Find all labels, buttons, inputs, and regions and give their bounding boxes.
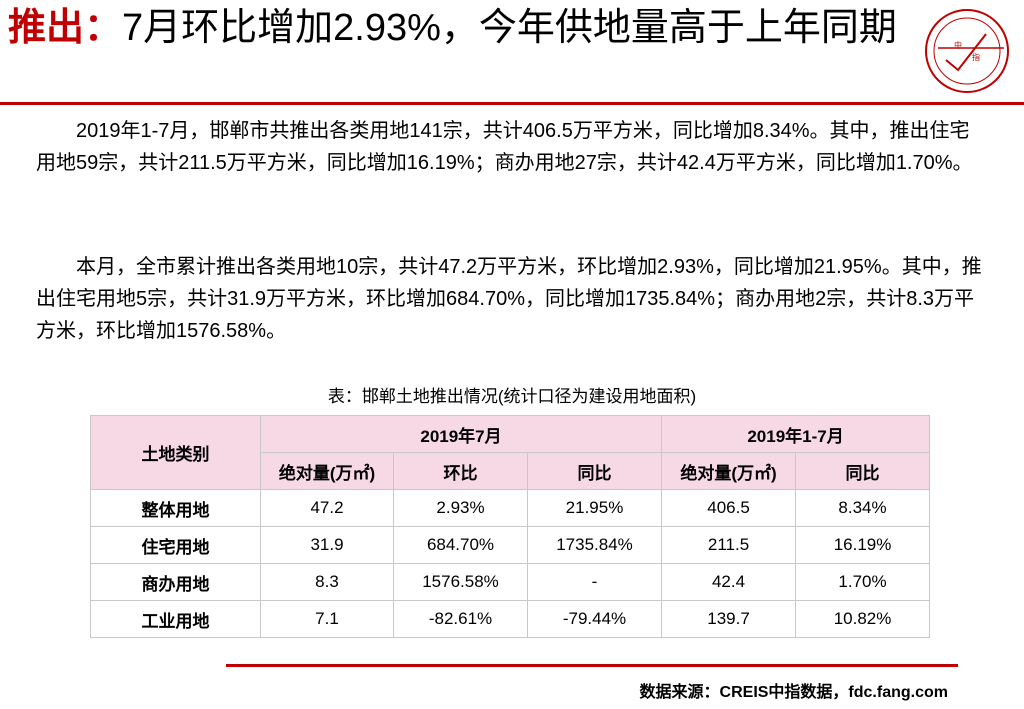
table-cell: 8.3: [260, 563, 394, 601]
table-cell: 1735.84%: [526, 526, 663, 564]
data-source: 数据来源：CREIS中指数据，fdc.fang.com: [639, 684, 948, 701]
table-cell: 7.1: [260, 600, 394, 638]
table-cell: 21.95%: [526, 489, 663, 527]
footer-divider: [226, 664, 958, 667]
table-cell: 211.5: [661, 526, 797, 564]
table-cell: 406.5: [661, 489, 797, 527]
table-cell: 2.93%: [393, 489, 528, 527]
header-divider: [0, 102, 1024, 105]
table-cell: 16.19%: [795, 526, 931, 564]
table-row: 工业用地 7.1 -82.61% -79.44% 139.7 10.82%: [90, 600, 931, 638]
table-row: 整体用地 47.2 2.93% 21.95% 406.5 8.34%: [90, 489, 931, 527]
row-category: 住宅用地: [90, 526, 261, 564]
title-rest: 7月环比增加2.93%，今年供地量高于上年同期: [122, 7, 897, 49]
table-cell: 139.7: [661, 600, 797, 638]
row-category: 工业用地: [90, 600, 261, 638]
summary-paragraph-ytd: 2019年1-7月，邯郸市共推出各类用地141宗，共计406.5万平方米，同比增…: [36, 120, 973, 174]
table-cell: 1.70%: [795, 563, 931, 601]
table-cell: -: [526, 563, 663, 601]
header-ytd-yoy: 同比: [795, 452, 931, 490]
row-category: 整体用地: [90, 489, 261, 527]
table-cell: 47.2: [260, 489, 394, 527]
table-cell: 684.70%: [393, 526, 528, 564]
logo-center-1: 中: [954, 40, 962, 50]
logo-center-2: 指: [972, 52, 980, 62]
header-group-ytd: 2019年1-7月: [661, 415, 931, 453]
title-lead: 推出：: [8, 7, 123, 49]
china-index-academy-logo: 中 指: [925, 9, 1009, 93]
header-month-absolute: 绝对量(万㎡): [260, 452, 394, 490]
table-cell: 10.82%: [795, 600, 931, 638]
table-cell: -82.61%: [393, 600, 528, 638]
table-cell: 31.9: [260, 526, 394, 564]
page-title: 推出：7月环比增加2.93%，今年供地量高于上年同期: [8, 4, 908, 52]
table-cell: -79.44%: [526, 600, 663, 638]
header-ytd-absolute: 绝对量(万㎡): [661, 452, 797, 490]
table-cell: 1576.58%: [393, 563, 528, 601]
header-month-mom: 环比: [393, 452, 528, 490]
header-group-month: 2019年7月: [259, 415, 663, 453]
table-caption: 表：邯郸土地推出情况(统计口径为建设用地面积): [327, 387, 697, 406]
header-category: 土地类别: [90, 415, 261, 490]
summary-paragraph-month: 本月，全市累计推出各类用地10宗，共计47.2万平方米，环比增加2.93%，同比…: [36, 256, 982, 342]
header-month-yoy: 同比: [526, 452, 663, 490]
row-category: 商办用地: [90, 563, 261, 601]
land-supply-table: 土地类别 2019年7月 2019年1-7月 绝对量(万㎡) 环比 同比 绝对量…: [90, 415, 931, 638]
table-cell: 42.4: [661, 563, 797, 601]
table-row: 商办用地 8.3 1576.58% - 42.4 1.70%: [90, 563, 931, 601]
table-cell: 8.34%: [795, 489, 931, 527]
table-row: 住宅用地 31.9 684.70% 1735.84% 211.5 16.19%: [90, 526, 931, 564]
